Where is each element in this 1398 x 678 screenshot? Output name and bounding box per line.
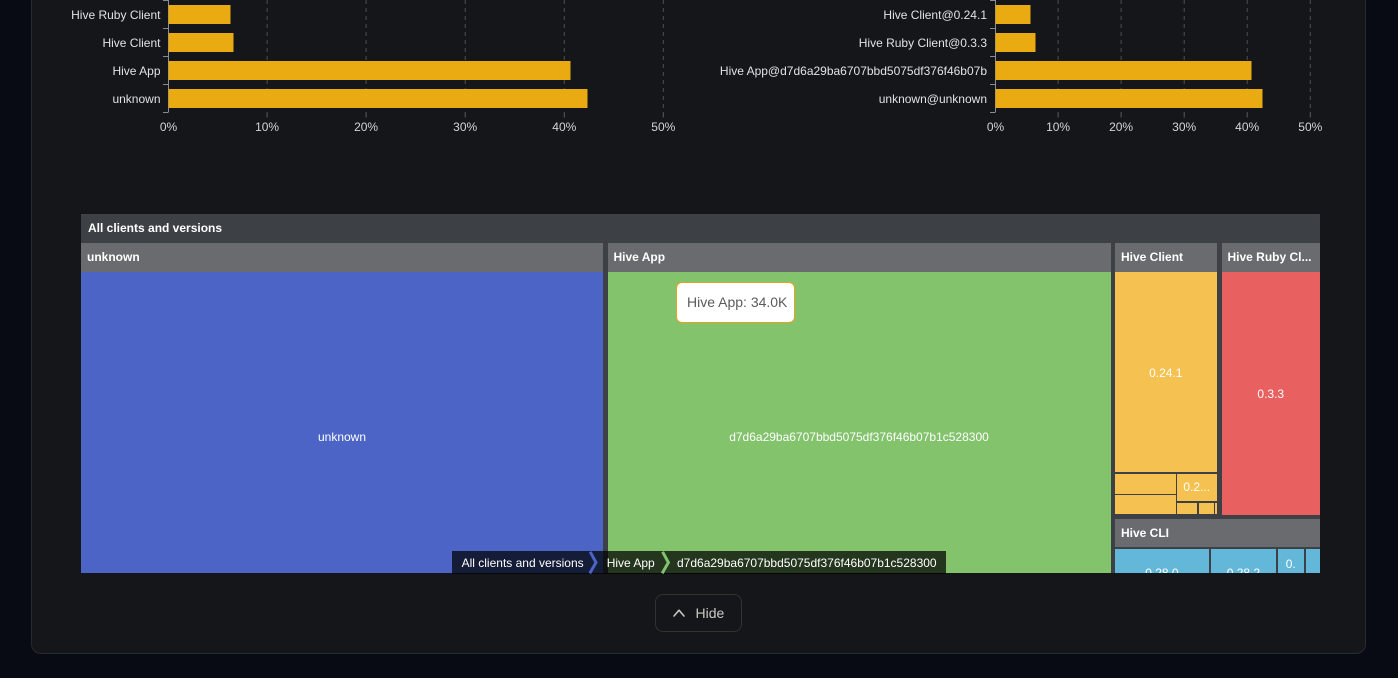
svg-text:0%: 0% <box>987 120 1005 134</box>
svg-text:20%: 20% <box>1109 120 1133 134</box>
svg-text:Hive App: Hive App <box>607 555 655 569</box>
svg-text:Hive Client@0.24.1: Hive Client@0.24.1 <box>883 8 987 22</box>
svg-text:30%: 30% <box>1172 120 1196 134</box>
svg-text:0%: 0% <box>160 120 178 134</box>
svg-text:unknown: unknown <box>112 92 160 106</box>
svg-text:50%: 50% <box>651 120 675 134</box>
svg-text:unknown@unknown: unknown@unknown <box>879 92 987 106</box>
svg-text:Hive App: Hive App <box>112 64 160 78</box>
svg-text:40%: 40% <box>1235 120 1259 134</box>
svg-text:30%: 30% <box>453 120 477 134</box>
svg-text:Hive Client: Hive Client <box>102 36 161 50</box>
svg-text:Hive App@d7d6a29ba6707bbd5075d: Hive App@d7d6a29ba6707bbd5075df376f46b07… <box>720 64 987 78</box>
svg-text:50%: 50% <box>1298 120 1322 134</box>
svg-text:Hive Ruby Client: Hive Ruby Client <box>71 8 161 22</box>
svg-text:20%: 20% <box>354 120 378 134</box>
svg-text:40%: 40% <box>552 120 576 134</box>
svg-text:Hive Ruby Client@0.3.3: Hive Ruby Client@0.3.3 <box>859 36 988 50</box>
svg-text:All clients and versions: All clients and versions <box>462 555 584 569</box>
svg-text:10%: 10% <box>1046 120 1070 134</box>
svg-text:d7d6a29ba6707bbd5075df376f46b0: d7d6a29ba6707bbd5075df376f46b07b1c528300 <box>677 555 937 569</box>
svg-text:10%: 10% <box>255 120 279 134</box>
